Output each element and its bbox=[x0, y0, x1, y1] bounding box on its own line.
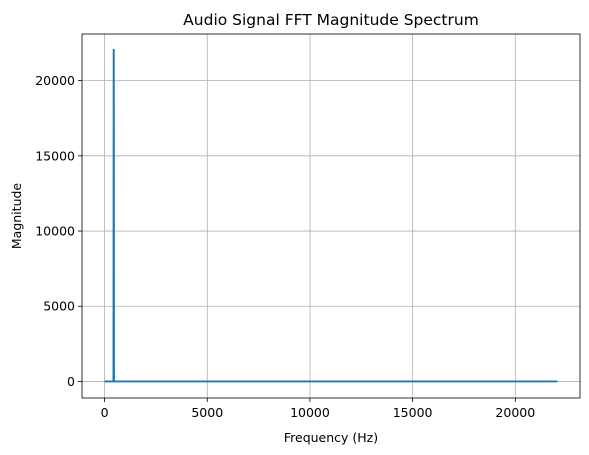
x-tick-label: 10000 bbox=[290, 405, 330, 420]
y-tick-label: 20000 bbox=[35, 73, 75, 88]
y-tick-label: 15000 bbox=[35, 148, 75, 163]
plot-frame bbox=[81, 33, 581, 399]
y-tick-label: 0 bbox=[67, 374, 75, 389]
x-axis-label: Frequency (Hz) bbox=[284, 430, 378, 445]
fft-magnitude-line bbox=[104, 48, 558, 383]
x-tick-label: 15000 bbox=[393, 405, 433, 420]
tick-layer: 0 5000 10000 15000 20000 0 5000 10000 15000 20000 bbox=[35, 73, 535, 420]
chart-title: Audio Signal FFT Magnitude Spectrum bbox=[183, 11, 479, 29]
y-tick-label: 10000 bbox=[35, 224, 75, 239]
x-tick-label: 20000 bbox=[495, 405, 535, 420]
x-tick-label: 5000 bbox=[191, 405, 223, 420]
series-layer bbox=[104, 48, 558, 383]
x-tick-label: 0 bbox=[101, 405, 109, 420]
y-tick-label: 5000 bbox=[43, 299, 75, 314]
y-axis-label: Magnitude bbox=[9, 183, 24, 250]
grid-layer bbox=[82, 34, 580, 398]
